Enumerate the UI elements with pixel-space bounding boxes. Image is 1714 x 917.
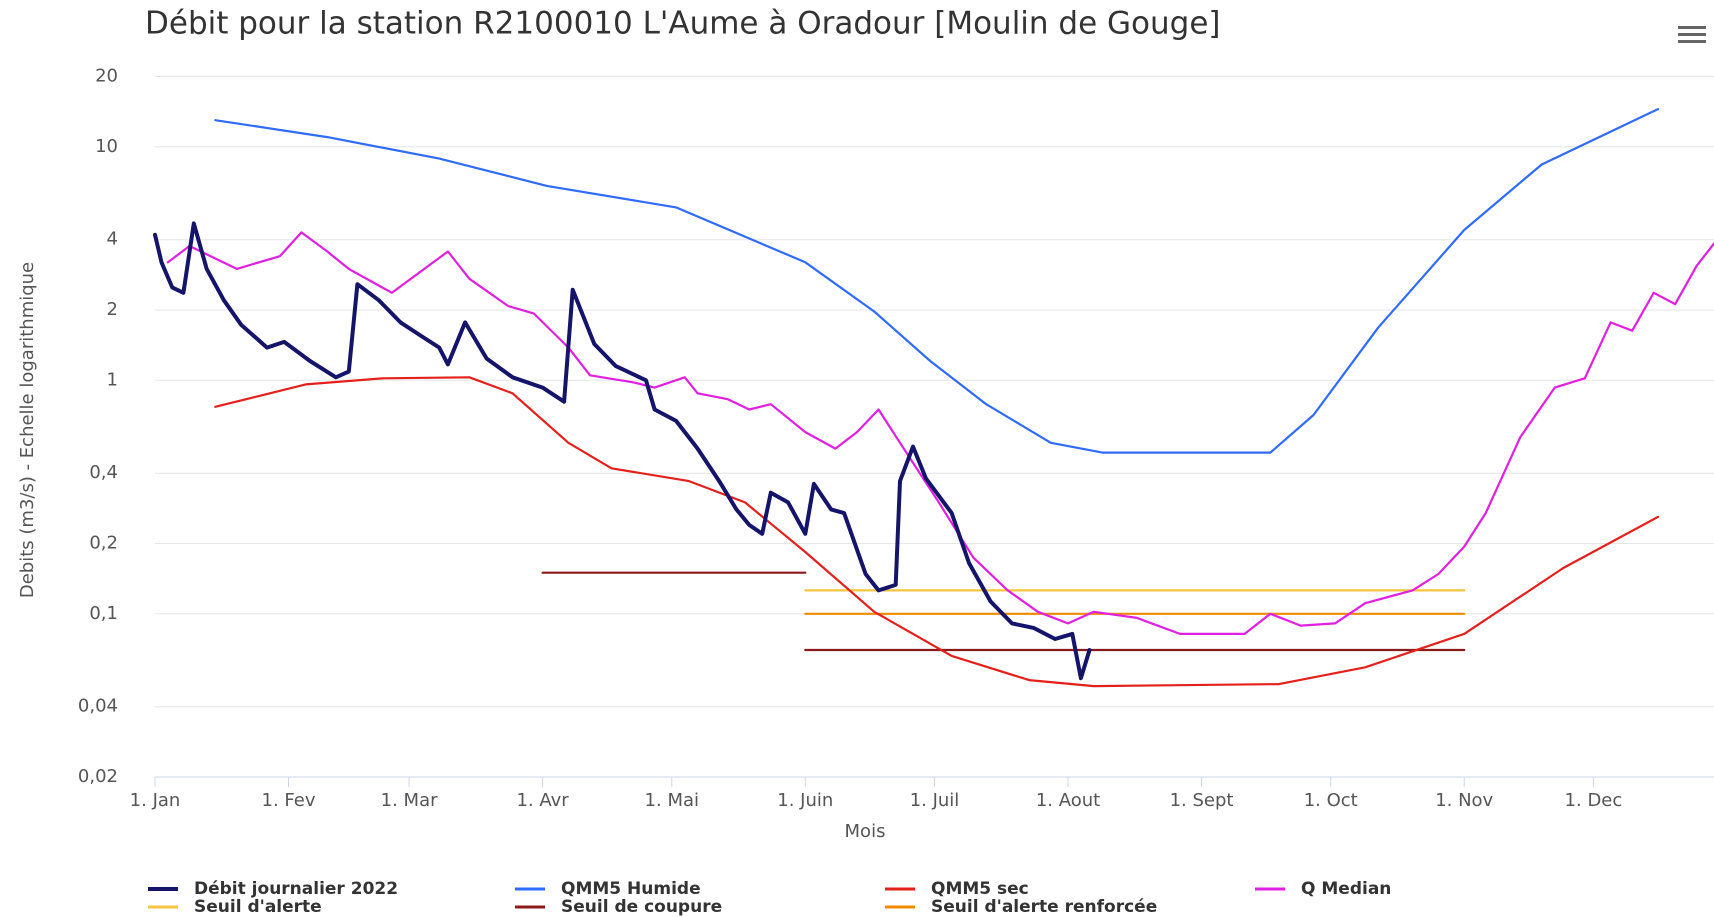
x-tick-label: 1. Dec: [1565, 790, 1623, 811]
y-tick-label: 20: [95, 66, 118, 87]
x-tick-label: 1. Oct: [1304, 790, 1358, 811]
legend-label: Débit journalier 2022: [194, 879, 398, 899]
x-tick-label: 1. Aout: [1036, 790, 1100, 811]
y-tick-label: 0,2: [89, 533, 118, 554]
x-tick-label: 1. Juin: [777, 790, 833, 811]
y-tick-label: 2: [107, 299, 118, 320]
series-line: [541, 571, 1466, 652]
menu-bar[interactable]: [1678, 26, 1706, 29]
legend-label: Q Median: [1301, 879, 1391, 899]
y-axis-label: Debits (m3/s) - Echelle logarithmique: [17, 262, 38, 598]
x-axis-label: Mois: [845, 821, 886, 842]
x-tick-label: 1. Avr: [516, 790, 569, 811]
series-line: [214, 108, 1660, 454]
x-tick-label: 1. Sept: [1170, 790, 1234, 811]
x-tick-label: 1. Jan: [130, 790, 181, 811]
legend-label: QMM5 sec: [931, 879, 1029, 899]
x-tick-label: 1. Nov: [1435, 790, 1493, 811]
x-tick-label: 1. Fev: [262, 790, 316, 811]
chart-title: Débit pour la station R2100010 L'Aume à …: [145, 6, 1221, 42]
legend-label: QMM5 Humide: [561, 879, 701, 899]
menu-icon[interactable]: [1678, 26, 1706, 43]
x-tick-label: 1. Mar: [381, 790, 438, 811]
legend-label: Seuil d'alerte: [194, 897, 322, 917]
y-tick-label: 4: [107, 229, 118, 250]
legend-label: Seuil d'alerte renforcée: [931, 897, 1157, 917]
series-line: [153, 221, 1092, 681]
y-tick-label: 0,02: [78, 766, 118, 787]
series-line: [166, 231, 1714, 635]
x-tick-label: 1. Juil: [910, 790, 960, 811]
menu-bar[interactable]: [1678, 33, 1706, 36]
y-tick-label: 1: [107, 369, 118, 390]
legend-label: Seuil de coupure: [561, 897, 722, 917]
y-tick-label: 0,1: [89, 603, 118, 624]
menu-bar[interactable]: [1678, 40, 1706, 43]
series-line: [214, 376, 1660, 688]
y-tick-label: 0,4: [89, 462, 118, 483]
y-tick-label: 10: [95, 136, 118, 157]
y-tick-label: 0,04: [78, 696, 118, 717]
x-tick-label: 1. Mai: [645, 790, 699, 811]
